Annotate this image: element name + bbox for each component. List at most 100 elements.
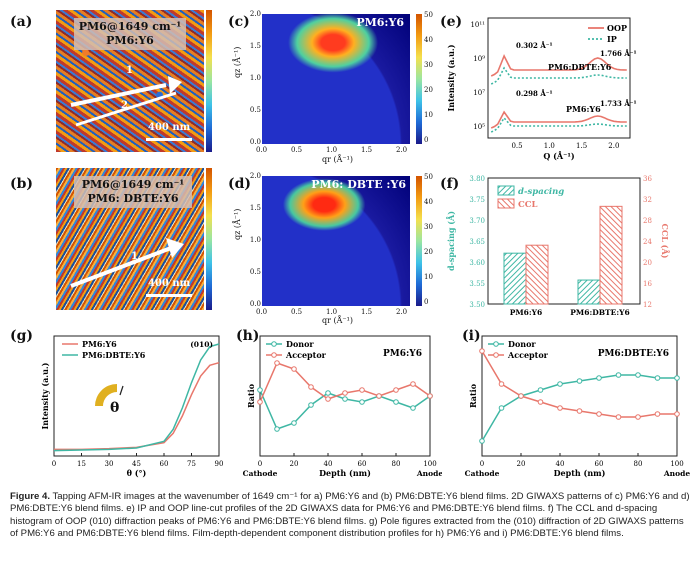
x-tick-label: 60 <box>595 460 604 468</box>
y-axis-label: Intensity (a.u.) <box>446 44 456 111</box>
panel-label-f: (f) <box>440 176 460 192</box>
arrow-label-1b: 1 <box>131 251 138 262</box>
x-tick-label: 20 <box>290 460 299 468</box>
legend-swatch <box>497 198 515 209</box>
data-point <box>635 414 641 420</box>
y-tick: 2.0 <box>249 10 261 18</box>
data-point <box>596 411 602 417</box>
cb-tick: 40 <box>424 36 433 44</box>
bar-ccl <box>599 205 623 305</box>
afm-tag-a-line1: PM6@1649 cm⁻¹ <box>78 20 182 33</box>
x-tick-label: 100 <box>670 460 683 468</box>
legend-marker <box>271 352 277 358</box>
x-tick: 2.0 <box>396 308 408 316</box>
y-tick: 0.5 <box>249 106 261 114</box>
y-tick-label-right: 12 <box>643 301 652 309</box>
data-point <box>537 399 544 405</box>
data-point <box>291 420 297 426</box>
data-point <box>654 375 661 381</box>
bar-d-spacing <box>503 252 527 305</box>
data-point <box>635 372 641 378</box>
y-tick-label: 3.60 <box>469 259 485 267</box>
x-tick-label: 75 <box>187 460 196 468</box>
colorbar-b <box>206 168 212 310</box>
afm-tag-a-line2: PM6:Y6 <box>106 34 154 47</box>
data-point <box>342 396 348 402</box>
legend-marker <box>493 341 499 347</box>
y-tick-label-right: 24 <box>643 238 652 246</box>
data-point <box>557 405 563 411</box>
panel-label-i: (i) <box>462 328 481 344</box>
x-end-label: Anode <box>416 469 442 478</box>
series-line-0 <box>481 374 677 442</box>
data-point <box>274 426 280 432</box>
cb-tick: 20 <box>424 86 433 94</box>
y-tick-label: 10⁵ <box>473 123 485 131</box>
chart-e: 0.5 1.0 1.5 2.0 10⁵ 10⁷ 10⁹ 10¹¹ Q (Å⁻¹) Intensit… <box>446 17 637 161</box>
y-tick-label: 10⁷ <box>473 89 485 97</box>
y-axis-label: Intensity (a.u.) <box>40 362 50 429</box>
y-axis-label-d: qz (Å⁻¹) <box>233 208 242 240</box>
series-line-0 <box>259 389 431 430</box>
panel-label-g: (g) <box>10 328 34 344</box>
legend-label: Acceptor <box>507 350 549 360</box>
annotation: 0.298 Å⁻¹ <box>516 89 553 98</box>
data-point <box>674 375 680 381</box>
colorbar-c <box>416 14 422 144</box>
data-point <box>654 411 661 417</box>
y-tick-label-right: 32 <box>643 196 652 204</box>
cb-tick: 10 <box>424 111 433 119</box>
data-point <box>291 366 297 372</box>
x-tick-label: 40 <box>324 460 333 468</box>
x-tick-label: 15 <box>77 460 86 468</box>
series-line-1 <box>481 350 677 418</box>
x-tick-label: 1.0 <box>544 142 555 150</box>
line-cut-1 <box>490 66 627 85</box>
data-point <box>257 399 263 405</box>
chart-g: 0 15 30 45 60 75 90 θ (°) Intensity (a.u.) PM6:Y6… <box>40 335 224 478</box>
y-tick-label-right: 36 <box>643 175 652 183</box>
afm-arrows-a <box>70 76 182 127</box>
theta-symbol: θ <box>110 400 120 416</box>
scale-label-a: 400 nm <box>148 122 191 133</box>
series-line-1 <box>259 362 431 403</box>
x-axis-label-d: qr (Å⁻¹) <box>322 316 353 325</box>
legend-label: d-spacing <box>518 187 564 197</box>
category-label: PM6:Y6 <box>510 308 543 317</box>
y-tick: 1.0 <box>249 236 261 244</box>
legend-label: OOP <box>607 23 627 33</box>
plot-frame <box>487 177 641 305</box>
x-tick-label: 45 <box>132 460 141 468</box>
x-tick-label: 60 <box>160 460 169 468</box>
legend-label: Donor <box>508 339 536 349</box>
cb-tick: 20 <box>424 248 433 256</box>
x-tick-label: 90 <box>215 460 224 468</box>
caption-figure-number: Figure 4. <box>10 491 50 502</box>
x-axis-label-c: qr (Å⁻¹) <box>322 155 353 164</box>
y-tick: 0.5 <box>249 268 261 276</box>
chart-h: 0 20 40 60 80 100 Depth (nm) Ratio Cathode Anode D… <box>243 335 442 478</box>
afm-image-a: PM6@1649 cm⁻¹ PM6:Y6 1 2 400 nm <box>56 10 204 152</box>
x-tick: 1.0 <box>326 146 338 154</box>
data-point <box>308 402 314 408</box>
cb-tick: 0 <box>424 136 429 144</box>
rotation-arrow-icon <box>119 385 124 396</box>
x-end-label: Anode <box>663 469 691 478</box>
scale-bar-a <box>146 138 192 141</box>
panel-label-b: (b) <box>10 176 34 192</box>
y-tick-label: 3.65 <box>469 238 485 246</box>
panel-label-d: (d) <box>228 176 252 192</box>
chart-i: 0 20 40 60 80 100 Depth (nm) Ratio Cathode Anode D… <box>465 335 691 478</box>
y-axis-label-right: CCL (Å) <box>660 224 670 259</box>
colorbar-ticks-c: 50 40 30 20 10 0 <box>424 11 438 147</box>
giwaxs-yticks-c: 2.0 1.5 1.0 0.5 0.0 <box>247 10 261 150</box>
x-tick-label: 0.5 <box>511 142 522 150</box>
chart-annotation: (010) <box>190 340 213 349</box>
panel-label-a: (a) <box>10 14 33 30</box>
x-tick-label: 80 <box>392 460 401 468</box>
annotation: PM6:DBTE:Y6 <box>548 62 612 72</box>
x-tick-label: 80 <box>634 460 643 468</box>
data-point <box>518 393 524 399</box>
line-cut-3 <box>490 116 627 133</box>
x-tick-label: 2.0 <box>608 142 619 150</box>
